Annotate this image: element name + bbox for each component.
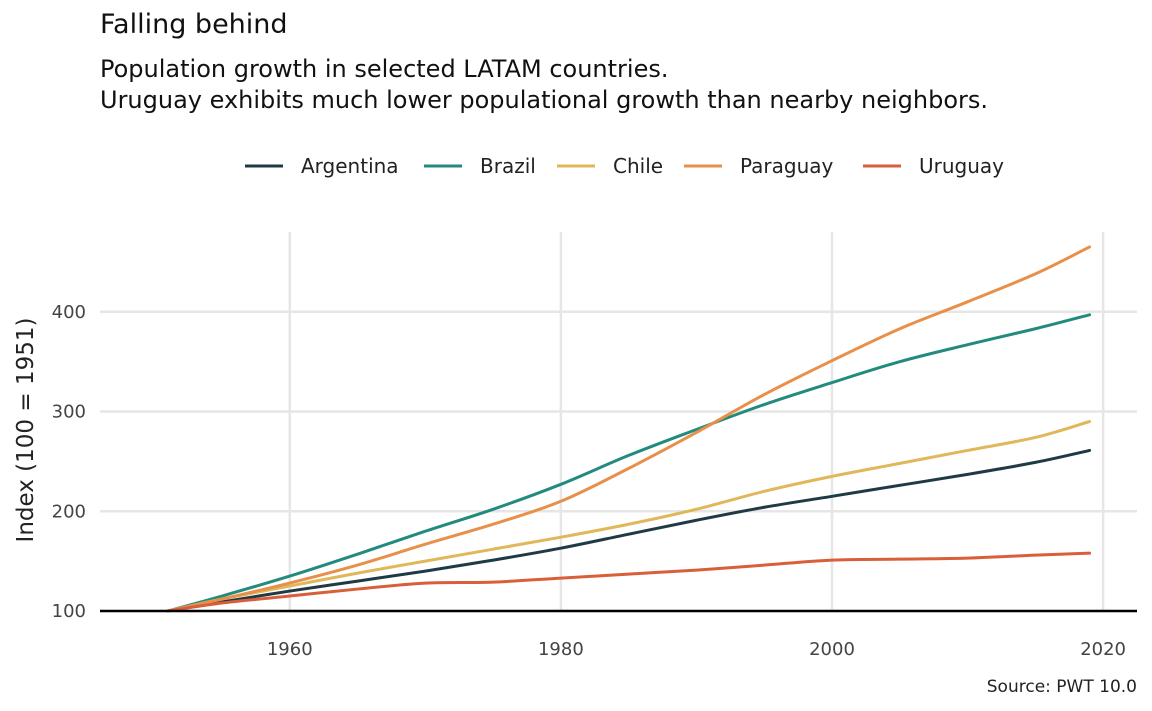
series-line-chile: [166, 420, 1092, 613]
x-tick-label-1960: 1960: [267, 639, 313, 660]
legend: Argentina Brazil Chile Paraguay Uruguay: [245, 154, 1004, 178]
y-tick-label-300: 300: [52, 402, 86, 423]
series-line-brazil: [166, 313, 1092, 613]
legend-label-uruguay: Uruguay: [919, 154, 1004, 178]
legend-item-brazil: Brazil: [424, 154, 536, 178]
legend-item-uruguay: Uruguay: [863, 154, 1004, 178]
legend-label-argentina: Argentina: [301, 154, 399, 178]
x-tick-label-2020: 2020: [1080, 639, 1126, 660]
x-axis-ticks: 1960 1980 2000 2020: [267, 639, 1126, 660]
legend-item-paraguay: Paraguay: [684, 154, 834, 178]
y-tick-label-100: 100: [52, 601, 86, 622]
series-line-paraguay: [166, 245, 1092, 613]
series-line-argentina: [166, 448, 1092, 613]
y-axis-ticks: 100 200 300 400: [52, 302, 86, 622]
legend-label-brazil: Brazil: [480, 154, 536, 178]
x-tick-label-1980: 1980: [538, 639, 584, 660]
chart-title: Falling behind: [100, 9, 288, 40]
gridlines: [100, 232, 1137, 613]
chart-subtitle-line-2: Uruguay exhibits much lower populational…: [100, 86, 988, 114]
series-line-uruguay: [166, 551, 1092, 613]
legend-item-argentina: Argentina: [245, 154, 399, 178]
legend-label-paraguay: Paraguay: [740, 154, 834, 178]
chart-subtitle-line-1: Population growth in selected LATAM coun…: [100, 55, 668, 83]
legend-item-chile: Chile: [557, 154, 663, 178]
y-axis-label: Index (100 = 1951): [13, 318, 39, 543]
legend-label-chile: Chile: [613, 154, 663, 178]
chart-caption: Source: PWT 10.0: [987, 677, 1137, 697]
series-lines: [166, 245, 1092, 613]
x-tick-label-2000: 2000: [809, 639, 855, 660]
y-tick-label-400: 400: [52, 302, 86, 323]
y-tick-label-200: 200: [52, 501, 86, 522]
